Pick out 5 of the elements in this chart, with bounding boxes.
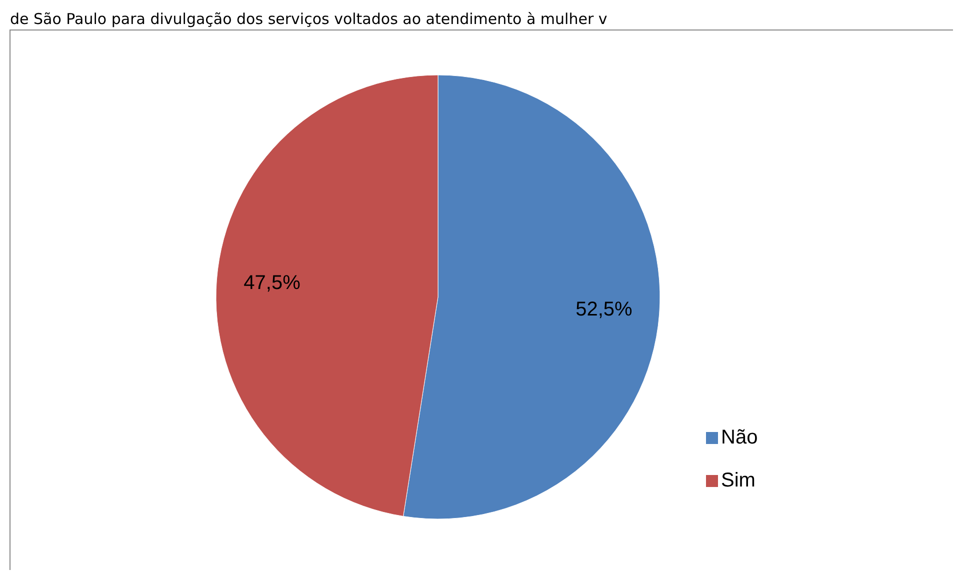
data-label: 52,5% — [576, 298, 633, 320]
data-label: 47,5% — [244, 272, 301, 294]
legend-label: Sim — [721, 469, 756, 492]
legend-label: Não — [721, 426, 758, 448]
chart-title: de São Paulo para divulgação dos serviços voltados ao atendimento à mulher v — [10, 10, 608, 28]
